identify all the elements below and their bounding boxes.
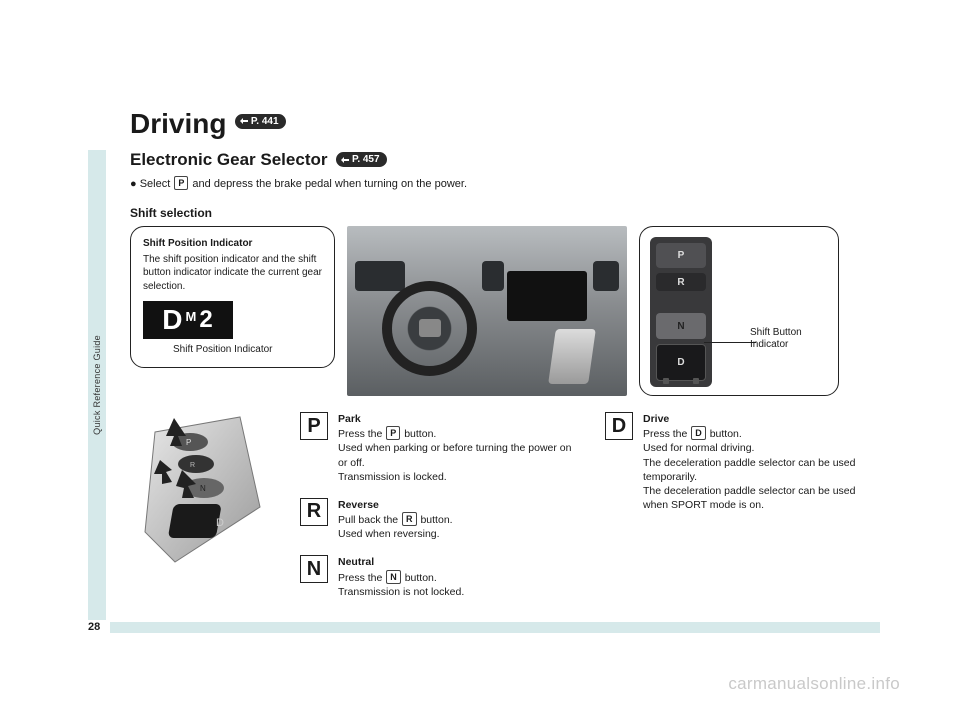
- gear-line: Used when parking or before turning the …: [338, 442, 571, 468]
- title-row: Driving P. 441: [130, 108, 880, 140]
- display-d: D: [162, 301, 183, 339]
- gear-text-drive: Drive Press the D button. Used for norma…: [643, 412, 880, 512]
- svg-text:D: D: [216, 517, 224, 529]
- subtitle: Electronic Gear Selector: [130, 150, 327, 170]
- inline-key: N: [386, 570, 401, 584]
- shift-position-caption: Shift Position Indicator: [173, 343, 322, 357]
- gear-item-park: P Park Press the P button. Used when par…: [300, 412, 575, 484]
- gear-line: Transmission is not locked.: [338, 586, 464, 598]
- figure-row: Shift Position Indicator The shift posit…: [130, 226, 880, 396]
- sidebar-label: Quick Reference Guide: [92, 335, 102, 435]
- callout-shift-position: Shift Position Indicator The shift posit…: [130, 226, 335, 368]
- gear-line: Pull back the R button.: [338, 514, 453, 526]
- gear-column-right: D Drive Press the D button. Used for nor…: [605, 412, 880, 613]
- gear-text-reverse: Reverse Pull back the R button. Used whe…: [338, 498, 453, 542]
- gear-item-drive: D Drive Press the D button. Used for nor…: [605, 412, 880, 512]
- page-title: Driving: [130, 108, 226, 140]
- shift-position-display: D M 2: [143, 301, 233, 339]
- infotainment-screen: [507, 271, 587, 321]
- page-ref-text: P. 441: [251, 116, 279, 127]
- page-footer: 28: [88, 620, 880, 634]
- hand-icon: [340, 155, 350, 165]
- leader-line: [704, 342, 756, 343]
- section-title: Shift selection: [130, 206, 880, 220]
- svg-text:N: N: [200, 484, 206, 493]
- callout-shift-button: P R N D Shift Button Indicator: [639, 226, 839, 396]
- page-number: 28: [88, 621, 100, 633]
- description-row: P R N D P Park Press the P button. Used …: [130, 412, 880, 613]
- gear-button-p: P: [656, 243, 706, 268]
- gear-name: Drive: [643, 412, 880, 426]
- display-num: 2: [199, 304, 213, 336]
- bullet-suffix: and depress the brake pedal when turning…: [192, 178, 467, 190]
- bullet-prefix: ● Select: [130, 178, 170, 190]
- instruction-line: ● Select P and depress the brake pedal w…: [130, 176, 880, 190]
- page-content: Driving P. 441 Electronic Gear Selector …: [130, 108, 880, 613]
- steering-wheel: [382, 281, 477, 376]
- hand-icon: [239, 116, 249, 126]
- gear-line: Press the N button.: [338, 572, 437, 584]
- gear-line: Press the D button.: [643, 428, 742, 440]
- gear-spacer: [656, 296, 706, 309]
- keybox-p: P: [300, 412, 328, 440]
- gear-text-park: Park Press the P button. Used when parki…: [338, 412, 575, 484]
- gear-button-n: N: [656, 313, 706, 338]
- keybox-r: R: [300, 498, 328, 526]
- gear-line: Transmission is locked.: [338, 471, 447, 483]
- vent: [482, 261, 504, 291]
- vent: [593, 261, 619, 291]
- label-line1: Shift Button: [750, 327, 802, 338]
- subtitle-ref-text: P. 457: [352, 154, 380, 165]
- subtitle-row: Electronic Gear Selector P. 457: [130, 140, 880, 170]
- gear-panel: P R N D: [650, 237, 712, 387]
- gear-item-reverse: R Reverse Pull back the R button. Used w…: [300, 498, 575, 542]
- gear-line: The deceleration paddle selector can be …: [643, 485, 855, 511]
- keybox-n: N: [300, 555, 328, 583]
- inline-key: R: [402, 512, 417, 526]
- display-m: M: [186, 308, 198, 326]
- gear-line: Press the P button.: [338, 428, 436, 440]
- gear-button-r: R: [656, 273, 706, 291]
- gear-item-neutral: N Neutral Press the N button. Transmissi…: [300, 555, 575, 599]
- dashboard-photo: [347, 226, 627, 396]
- vent: [355, 261, 405, 291]
- gear-selector-photo: [548, 329, 596, 384]
- page-ref-badge: P. 441: [235, 114, 286, 129]
- keybox-d: D: [605, 412, 633, 440]
- watermark: carmanualsonline.info: [728, 674, 900, 694]
- gear-line: Used when reversing.: [338, 528, 440, 540]
- callout-body: The shift position indicator and the shi…: [143, 253, 322, 294]
- inline-key: P: [386, 426, 400, 440]
- gear-line: Used for normal driving.: [643, 442, 754, 454]
- footer-bar: [110, 622, 880, 633]
- sidebar-tab: Quick Reference Guide: [88, 150, 106, 620]
- inline-key-p: P: [174, 176, 188, 190]
- gear-name: Reverse: [338, 498, 453, 512]
- svg-text:R: R: [190, 462, 195, 469]
- gear-3d-illustration: P R N D: [130, 412, 270, 572]
- gear-button-d: D: [656, 344, 706, 381]
- subtitle-ref-badge: P. 457: [336, 152, 387, 167]
- gear-column-left: P Park Press the P button. Used when par…: [300, 412, 575, 613]
- gear-line: The deceleration paddle selector can be …: [643, 457, 855, 483]
- inline-key: D: [691, 426, 706, 440]
- gear-name: Park: [338, 412, 575, 426]
- label-line2: Indicator: [750, 339, 788, 350]
- shift-button-label: Shift Button Indicator: [750, 327, 830, 351]
- callout-title: Shift Position Indicator: [143, 237, 322, 251]
- gear-text-neutral: Neutral Press the N button. Transmission…: [338, 555, 464, 599]
- svg-text:P: P: [186, 438, 191, 447]
- gear-name: Neutral: [338, 555, 464, 569]
